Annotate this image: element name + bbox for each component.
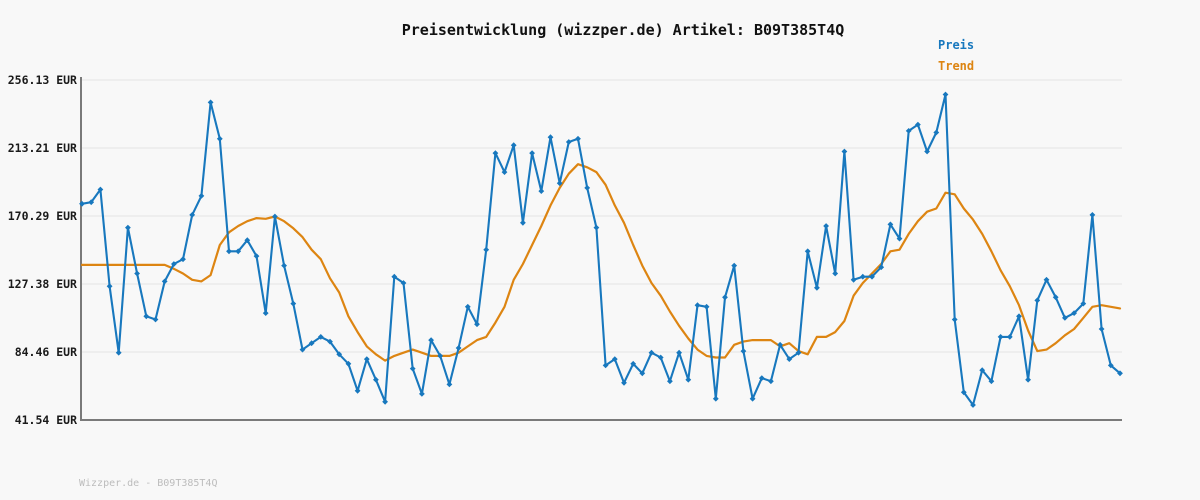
watermark-text: Wizzper.de - B09T385T4Q (79, 478, 218, 489)
legend-item-trend: Trend (938, 59, 975, 73)
axes-spines (80, 77, 1122, 421)
y-axis-tick-label: 127.38 EUR (7, 277, 77, 291)
series-layer (79, 91, 1123, 408)
y-axis-tick-label: 256.13 EUR (7, 73, 77, 87)
y-axis-tick-label: 84.46 EUR (14, 345, 77, 359)
price-point-markers (79, 91, 1123, 408)
y-axis-tick-label: 170.29 EUR (7, 209, 77, 223)
legend-item-preis: Preis (938, 38, 975, 52)
y-axis-tick-label: 41.54 EUR (14, 413, 77, 427)
trend-line (80, 163, 1122, 362)
legend: Preis Trend (938, 38, 974, 73)
price-line (80, 93, 1122, 407)
chart-title: Preisentwicklung (wizzper.de) Artikel: B… (401, 21, 845, 39)
y-axis-tick-label: 213.21 EUR (7, 141, 77, 155)
